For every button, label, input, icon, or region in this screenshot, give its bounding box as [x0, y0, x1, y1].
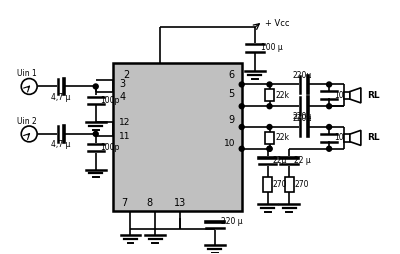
Polygon shape: [350, 88, 361, 103]
Text: 4,7 µ: 4,7 µ: [51, 140, 70, 149]
Text: + Vcc: + Vcc: [264, 19, 289, 28]
Text: 220µ: 220µ: [292, 112, 312, 121]
Text: Uin 2: Uin 2: [17, 117, 37, 125]
Bar: [344, 134, 350, 142]
Text: 8: 8: [146, 198, 152, 208]
Polygon shape: [350, 130, 361, 146]
Circle shape: [327, 82, 332, 87]
Circle shape: [327, 124, 332, 130]
Circle shape: [267, 124, 272, 130]
Circle shape: [267, 146, 272, 151]
Text: 5: 5: [229, 89, 235, 99]
Circle shape: [267, 104, 272, 109]
Text: 22µ: 22µ: [272, 156, 287, 165]
Text: 100p: 100p: [101, 96, 120, 105]
Bar: [263, 177, 272, 192]
Text: 22k: 22k: [276, 91, 290, 100]
Text: 220µ: 220µ: [292, 114, 312, 123]
Text: 10n: 10n: [334, 91, 348, 100]
Circle shape: [239, 82, 244, 87]
Text: RL: RL: [367, 91, 380, 100]
Text: 9: 9: [229, 115, 235, 125]
Text: 12: 12: [119, 118, 130, 126]
Bar: [264, 132, 274, 144]
Text: RL: RL: [367, 133, 380, 142]
Circle shape: [267, 82, 272, 87]
Text: 22k: 22k: [276, 133, 290, 142]
Text: 4: 4: [120, 92, 126, 102]
Text: 10n: 10n: [334, 133, 348, 142]
Text: 10: 10: [224, 139, 236, 148]
Text: 3: 3: [120, 80, 126, 89]
Text: 2: 2: [123, 70, 130, 80]
Circle shape: [93, 84, 98, 89]
Circle shape: [21, 78, 37, 94]
Circle shape: [239, 124, 244, 130]
Circle shape: [327, 146, 332, 151]
Text: 11: 11: [119, 132, 130, 141]
Text: 220µ: 220µ: [292, 71, 312, 80]
Text: 13: 13: [174, 198, 186, 208]
Bar: [344, 91, 350, 99]
Text: 220 µ: 220 µ: [221, 217, 242, 227]
Text: 6: 6: [229, 70, 235, 80]
Text: 100p: 100p: [101, 143, 120, 152]
Text: 270: 270: [272, 180, 287, 189]
Bar: [264, 89, 274, 101]
Text: Uin 1: Uin 1: [17, 69, 37, 78]
Text: 7: 7: [122, 198, 128, 208]
Bar: [285, 177, 294, 192]
Bar: [113, 63, 242, 211]
Text: 22 µ: 22 µ: [294, 156, 311, 165]
Text: 100 µ: 100 µ: [260, 43, 282, 52]
Circle shape: [21, 126, 37, 142]
Circle shape: [267, 146, 272, 151]
Circle shape: [239, 104, 244, 109]
Text: 4,7 µ: 4,7 µ: [51, 93, 70, 102]
Circle shape: [93, 132, 98, 136]
Text: 270: 270: [294, 180, 309, 189]
Circle shape: [239, 146, 244, 151]
Circle shape: [327, 104, 332, 109]
